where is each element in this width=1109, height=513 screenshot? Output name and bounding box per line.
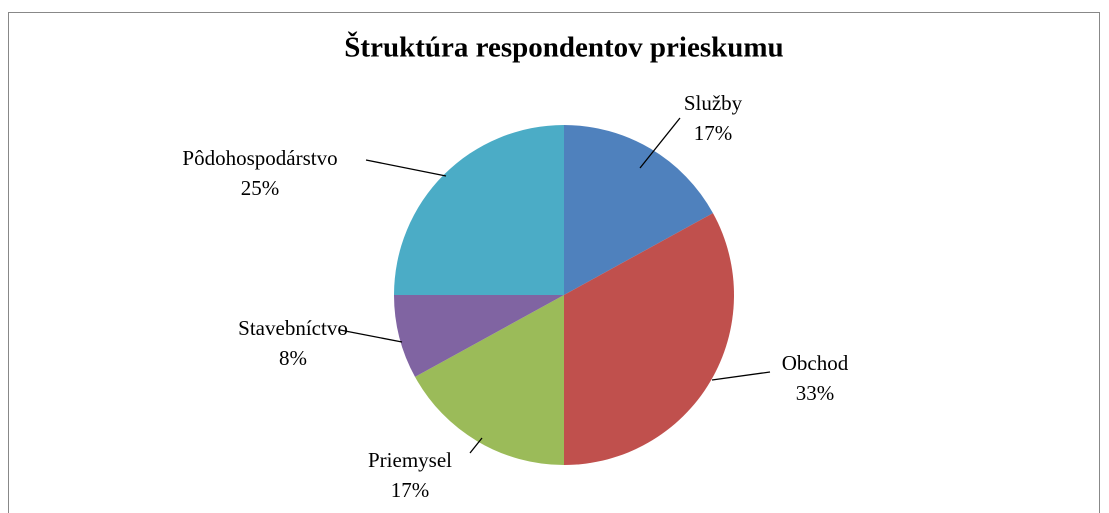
pie-slice bbox=[564, 125, 713, 295]
category-label: Obchod bbox=[782, 351, 849, 375]
category-label: Pôdohospodárstvo bbox=[182, 146, 337, 170]
leader-line bbox=[365, 159, 447, 177]
pie-slice bbox=[394, 125, 564, 295]
leader-line bbox=[469, 437, 483, 454]
value-label: 17% bbox=[694, 121, 733, 145]
category-label: Služby bbox=[684, 91, 743, 115]
category-label: Stavebníctvo bbox=[238, 316, 348, 340]
value-label: 17% bbox=[391, 478, 430, 502]
category-label: Priemysel bbox=[368, 448, 452, 472]
chart-title: Štruktúra respondentov prieskumu bbox=[344, 31, 783, 64]
pie-slice bbox=[394, 295, 564, 377]
leader-line bbox=[339, 329, 403, 343]
value-label: 25% bbox=[241, 176, 280, 200]
pie-slice bbox=[564, 213, 734, 465]
leader-line bbox=[711, 371, 771, 381]
value-label: 33% bbox=[796, 381, 835, 405]
value-label: 8% bbox=[279, 346, 307, 370]
leader-line bbox=[639, 117, 681, 169]
pie-slice bbox=[415, 295, 564, 465]
